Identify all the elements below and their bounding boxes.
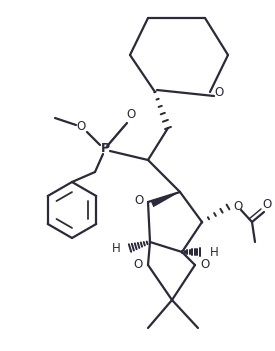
Text: H: H <box>112 241 120 254</box>
Text: P: P <box>100 141 109 154</box>
Polygon shape <box>151 192 180 207</box>
Text: O: O <box>200 258 210 272</box>
Text: O: O <box>133 258 143 272</box>
Text: H: H <box>210 245 218 258</box>
Text: O: O <box>233 200 243 213</box>
Text: O: O <box>76 120 86 133</box>
Text: O: O <box>134 193 144 206</box>
Text: O: O <box>126 107 136 120</box>
Text: O: O <box>262 199 272 212</box>
Text: O: O <box>214 86 224 99</box>
